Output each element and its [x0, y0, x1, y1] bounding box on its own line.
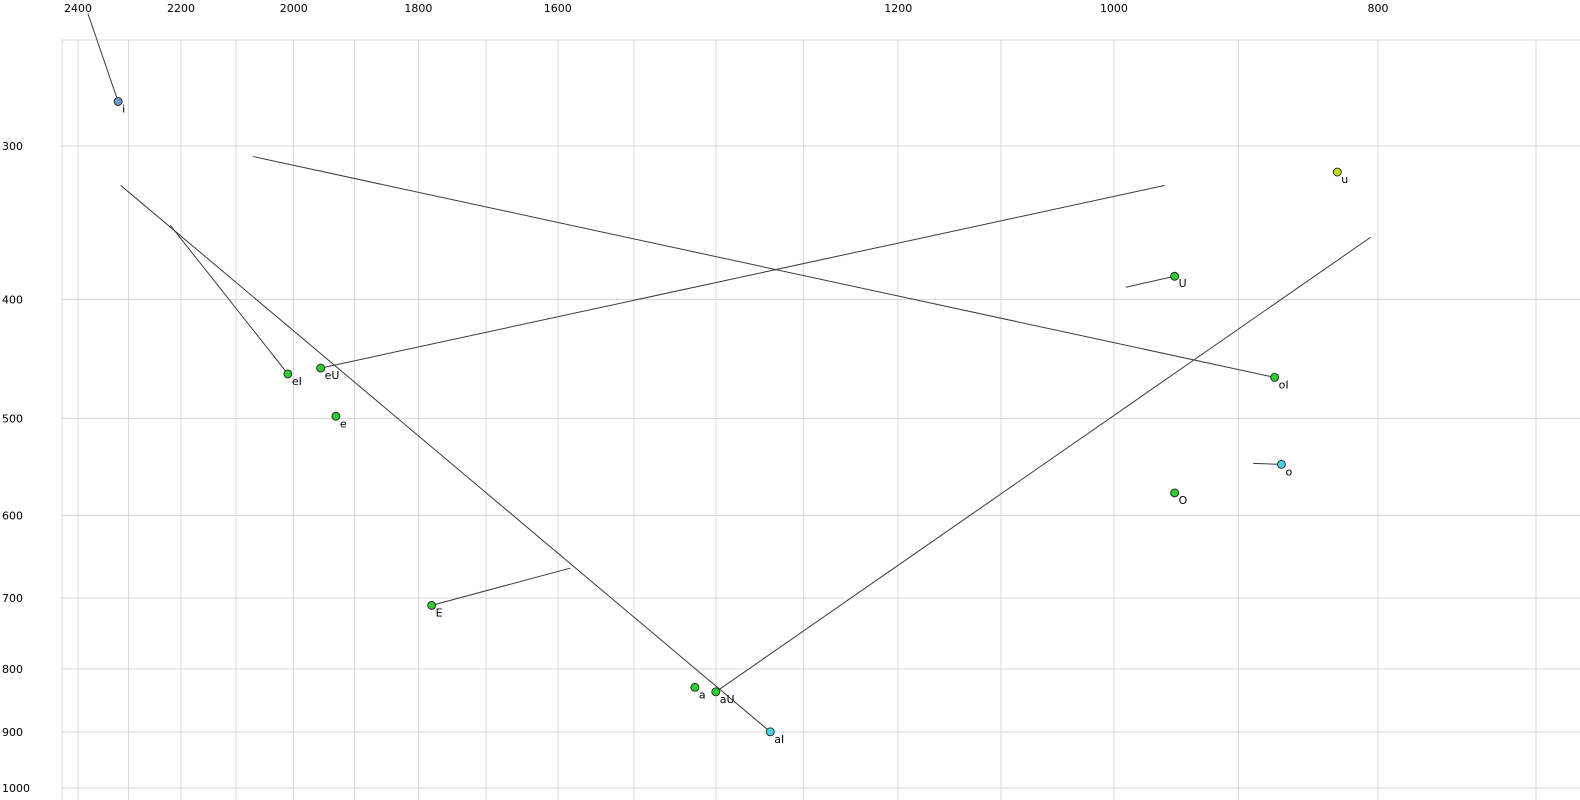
point-o	[1277, 459, 1286, 469]
y-tick-label: 900	[2, 726, 23, 739]
y-tick-label: 400	[2, 293, 23, 306]
point-label-eI: eI	[292, 375, 302, 388]
y-axis-tick-labels: 300 400 500 600 700 800 900 1000	[2, 140, 30, 795]
point-u	[1332, 167, 1342, 177]
point-label-i: i	[122, 103, 125, 116]
point-label-oI: oI	[1279, 378, 1289, 391]
glide-line-oI	[252, 156, 1275, 378]
point-label-aI: aI	[774, 733, 784, 746]
x-tick-label: 1200	[884, 2, 912, 15]
x-tick-label: 2000	[280, 2, 308, 15]
glide-line-eI	[169, 224, 289, 375]
x-tick-label: 1800	[404, 2, 432, 15]
gridlines	[61, 39, 1580, 800]
x-axis-tick-labels: 2400 2200 2000 1800 1600 1200 1000 800	[64, 2, 1389, 15]
x-tick-label: 2400	[64, 2, 92, 15]
y-tick-label: 700	[2, 592, 23, 605]
y-tick-label: 1000	[2, 782, 30, 795]
glide-line-aU	[715, 236, 1371, 693]
glide-line-i	[87, 13, 119, 102]
point-label-E: E	[436, 606, 443, 619]
y-tick-label: 300	[2, 140, 23, 153]
point-label-O: O	[1179, 494, 1188, 507]
glide-line-o	[1253, 462, 1282, 465]
glide-line-aI	[120, 185, 771, 733]
x-tick-label: 1000	[1100, 2, 1128, 15]
point-U	[1170, 271, 1180, 281]
point-aI	[765, 727, 775, 737]
glide-line-eU	[320, 184, 1165, 369]
point-E	[427, 600, 437, 610]
data-points: i u UeI eU e oI o O Ea aU aI	[113, 97, 1348, 746]
x-tick-label: 1600	[544, 2, 572, 15]
glide-lines	[87, 13, 1371, 733]
glide-line-E	[431, 567, 571, 606]
glide-line-U	[1125, 275, 1175, 288]
point-a	[690, 682, 700, 692]
y-tick-label: 800	[2, 663, 23, 676]
point-label-eU: eU	[325, 369, 340, 382]
point-eI	[283, 369, 293, 379]
point-e	[331, 411, 341, 421]
point-label-e: e	[340, 417, 347, 430]
point-label-U: U	[1179, 277, 1187, 290]
point-eU	[316, 363, 326, 373]
point-O	[1170, 488, 1180, 498]
point-oI	[1270, 372, 1280, 382]
point-label-o: o	[1285, 465, 1292, 478]
y-tick-label: 500	[2, 412, 23, 425]
point-label-u: u	[1341, 173, 1348, 186]
y-tick-label: 600	[2, 510, 23, 523]
point-aU	[711, 687, 721, 697]
x-tick-label: 2200	[167, 2, 195, 15]
x-tick-label: 800	[1368, 2, 1389, 15]
point-label-a: a	[699, 688, 706, 701]
point-label-aU: aU	[720, 693, 735, 706]
point-i	[113, 97, 123, 106]
